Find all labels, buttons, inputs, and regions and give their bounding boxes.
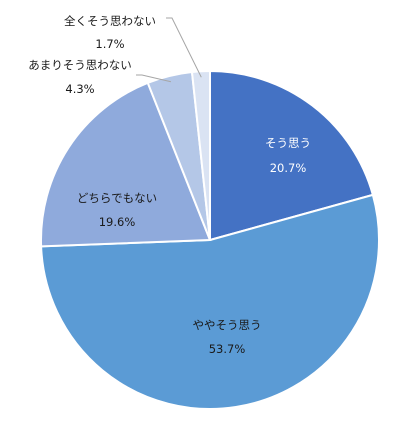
slice-label-amari-soo-omowanai: あまりそう思わない [28,58,132,72]
slice-label-dochira-demo-nai: どちらでもない [77,191,157,205]
pie-slice-1 [40,193,380,410]
slice-value-soo-omou: 20.7% [270,161,307,175]
slice-value-amari-soo-omowanai: 4.3% [65,82,94,96]
slice-value-yaya-soo-omou: 53.7% [209,342,246,356]
slice-label-mattaku-soo-omowanai: 全くそう思わない [64,14,156,28]
pie-slices [40,69,380,410]
slice-value-mattaku-soo-omowanai: 1.7% [95,37,124,51]
leader-lines [136,17,202,83]
pie-slice-4 [190,69,211,241]
leader-line-amari [136,74,172,83]
slice-label-yaya-soo-omou: ややそう思う [193,318,262,332]
slice-value-dochira-demo-nai: 19.6% [99,215,136,229]
pie-slice-0 [209,69,375,242]
pie-slice-2 [40,81,212,248]
leader-line-mattaku [166,17,202,78]
slice-label-soo-omou: そう思う [265,136,311,150]
